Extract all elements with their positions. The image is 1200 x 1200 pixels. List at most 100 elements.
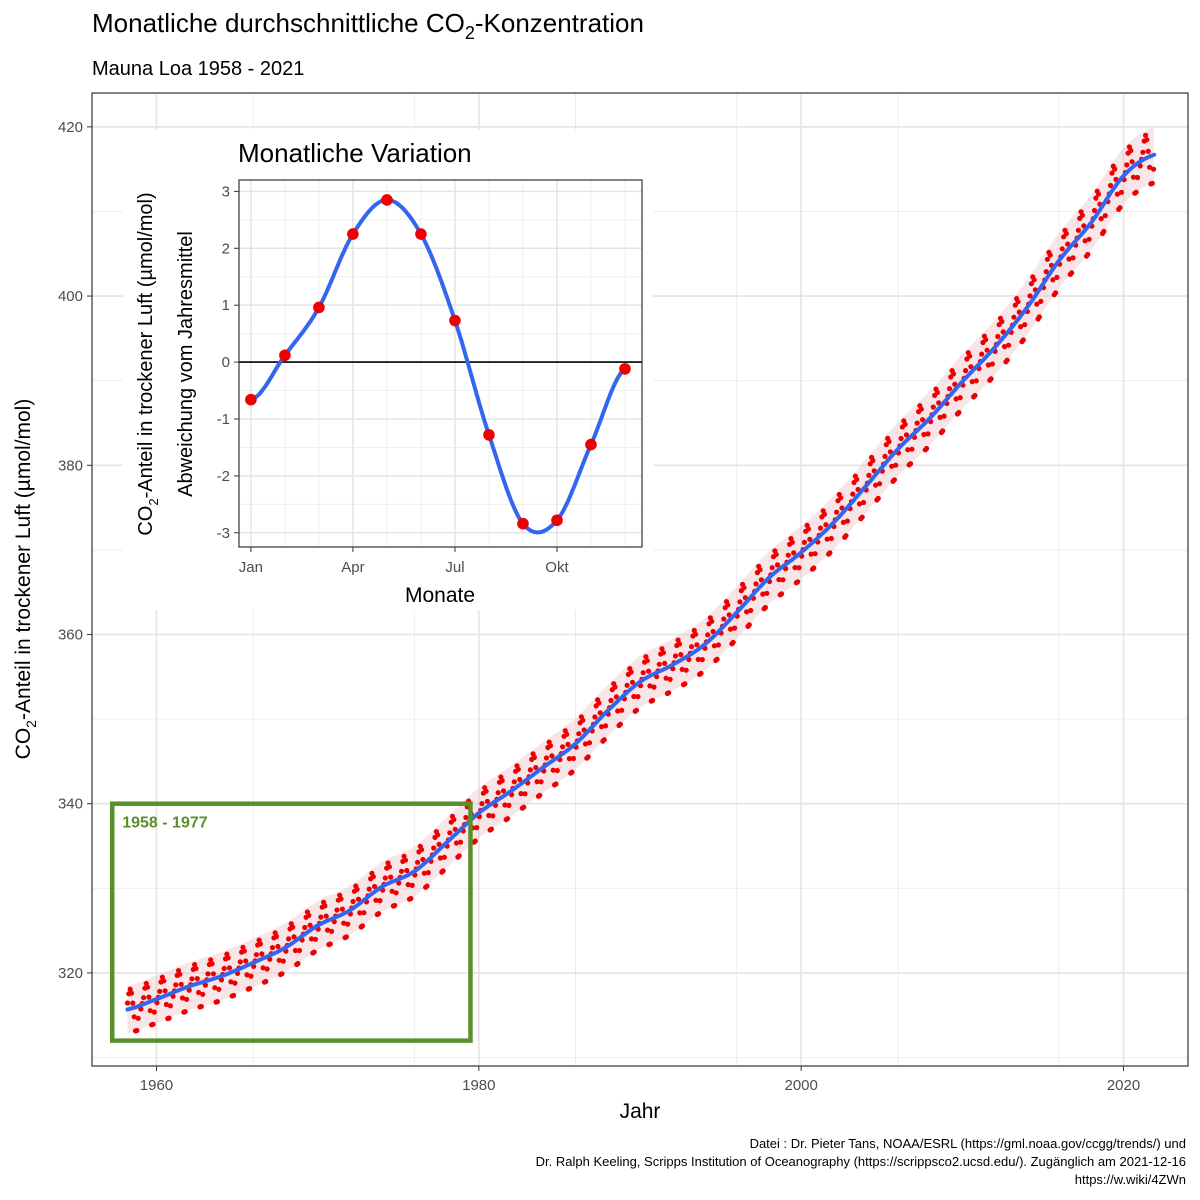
monthly-point bbox=[182, 1009, 188, 1015]
monthly-point bbox=[666, 690, 672, 696]
inset-title: Monatliche Variation bbox=[238, 138, 472, 168]
monthly-point bbox=[580, 717, 586, 723]
monthly-point bbox=[613, 694, 620, 700]
monthly-point bbox=[1027, 293, 1033, 299]
monthly-point bbox=[859, 514, 865, 520]
monthly-point bbox=[748, 607, 754, 614]
monthly-point bbox=[538, 779, 544, 785]
monthly-point bbox=[937, 414, 943, 420]
monthly-point bbox=[633, 707, 640, 713]
inset-x-tick-label: Jul bbox=[445, 559, 464, 576]
monthly-point bbox=[173, 982, 179, 988]
monthly-point bbox=[345, 921, 351, 927]
monthly-point bbox=[247, 985, 253, 992]
inset-gridlines bbox=[239, 180, 642, 547]
monthly-point bbox=[200, 991, 206, 997]
monthly-point bbox=[259, 951, 265, 957]
monthly-point bbox=[921, 431, 927, 438]
monthly-point bbox=[307, 922, 313, 928]
monthly-point bbox=[979, 351, 985, 357]
monthly-point bbox=[543, 755, 550, 761]
monthly-point bbox=[817, 525, 824, 531]
monthly-point bbox=[875, 495, 881, 501]
monthly-point bbox=[166, 1015, 172, 1021]
monthly-point bbox=[179, 995, 186, 1001]
monthly-point bbox=[453, 840, 460, 846]
monthly-point bbox=[617, 721, 624, 727]
monthly-point bbox=[693, 631, 699, 637]
monthly-point bbox=[940, 428, 946, 434]
monthly-point bbox=[569, 769, 575, 775]
monthly-point bbox=[854, 476, 860, 482]
monthly-point bbox=[925, 431, 931, 437]
caption-line-3: https://w.wiki/4ZWn bbox=[1075, 1172, 1186, 1187]
monthly-point bbox=[1082, 238, 1088, 244]
monthly-point bbox=[805, 526, 812, 532]
monthly-point bbox=[232, 980, 238, 986]
monthly-point bbox=[291, 934, 297, 940]
monthly-point bbox=[603, 723, 609, 729]
monthly-point bbox=[995, 333, 1001, 340]
monthly-point bbox=[808, 551, 814, 557]
monthly-point bbox=[193, 965, 199, 972]
inset-point bbox=[449, 314, 461, 327]
monthly-point bbox=[145, 984, 151, 990]
monthly-point bbox=[275, 943, 281, 950]
monthly-point bbox=[746, 622, 752, 628]
monthly-point bbox=[318, 914, 324, 920]
monthly-point bbox=[811, 565, 817, 571]
monthly-point bbox=[553, 781, 559, 787]
monthly-point bbox=[292, 947, 298, 954]
main-panel-border bbox=[91, 92, 1189, 1067]
monthly-point bbox=[323, 913, 329, 919]
monthly-point bbox=[920, 417, 926, 423]
monthly-point bbox=[1151, 166, 1157, 172]
inset-y-title-sub: 2 bbox=[146, 498, 161, 505]
monthly-point bbox=[359, 923, 366, 929]
monthly-point bbox=[205, 971, 211, 977]
monthly-point bbox=[1085, 251, 1091, 258]
monthly-point bbox=[741, 585, 747, 591]
monthly-point bbox=[408, 895, 414, 902]
monthly-point bbox=[350, 898, 356, 905]
monthly-point bbox=[1050, 277, 1056, 283]
monthly-point bbox=[1147, 164, 1153, 170]
x-tick-label: 2020 bbox=[1107, 1077, 1140, 1094]
monthly-point bbox=[210, 971, 216, 977]
monthly-point bbox=[1001, 344, 1008, 350]
monthly-point bbox=[228, 979, 234, 985]
monthly-point bbox=[161, 978, 167, 984]
monthly-point bbox=[999, 319, 1005, 325]
monthly-point bbox=[372, 883, 378, 890]
monthly-point bbox=[339, 906, 345, 912]
chart-title: Monatliche durchschnittliche CO2-Konzent… bbox=[92, 8, 644, 43]
monthly-point bbox=[486, 812, 492, 819]
monthly-point bbox=[421, 870, 427, 876]
monthly-point bbox=[1095, 191, 1102, 197]
monthly-point bbox=[909, 446, 915, 452]
monthly-point bbox=[537, 792, 543, 798]
monthly-point bbox=[834, 509, 840, 515]
monthly-point bbox=[157, 988, 163, 995]
monthly-point bbox=[253, 952, 259, 958]
monthly-point bbox=[850, 491, 856, 497]
inset-x-tick-label: Okt bbox=[545, 559, 569, 576]
inset-y-tick-label: 2 bbox=[222, 240, 230, 257]
monthly-point bbox=[1144, 137, 1150, 143]
inset-background bbox=[123, 130, 653, 610]
monthly-point bbox=[801, 539, 808, 546]
inset-x-tick-label: Jan bbox=[239, 559, 263, 576]
monthly-point bbox=[334, 907, 340, 913]
monthly-point bbox=[950, 371, 957, 377]
monthly-point bbox=[565, 741, 571, 748]
inset-point bbox=[313, 301, 325, 314]
monthly-point bbox=[1079, 212, 1085, 218]
monthly-point bbox=[1093, 195, 1099, 201]
monthly-point bbox=[1028, 281, 1034, 287]
monthly-point bbox=[651, 684, 657, 690]
chart-subtitle: Mauna Loa 1958 - 2021 bbox=[92, 58, 304, 80]
monthly-point bbox=[689, 644, 695, 650]
monthly-point bbox=[212, 985, 218, 991]
monthly-point bbox=[167, 1003, 173, 1009]
monthly-point bbox=[490, 813, 496, 819]
